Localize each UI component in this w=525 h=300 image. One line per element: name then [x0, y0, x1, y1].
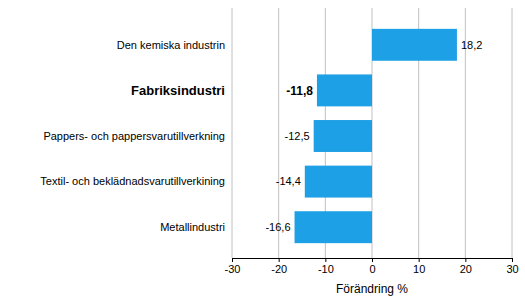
tick: -30: [225, 258, 241, 275]
tick-label: -10: [318, 263, 334, 275]
tick-mark: [465, 258, 466, 262]
bar: [305, 166, 372, 198]
tick: -20: [271, 258, 287, 275]
bar: [314, 120, 372, 152]
bar: [317, 74, 372, 106]
grid: [232, 8, 512, 258]
tick-label: 20: [460, 263, 472, 275]
data-label: -11,8: [286, 84, 313, 98]
data-labels: 18,2 -11,8 -12,5 -14,4 -16,6: [265, 39, 482, 233]
tick: 0: [369, 258, 375, 275]
data-label: -14,4: [276, 175, 301, 187]
bars: [295, 29, 457, 243]
grid-line: [512, 8, 513, 258]
tick: -10: [318, 258, 334, 275]
tick-mark: [325, 258, 326, 262]
tick: 20: [460, 258, 472, 275]
tick: 10: [413, 258, 425, 275]
category-label: Fabriksindustri: [131, 83, 225, 98]
tick-label: 30: [506, 263, 518, 275]
tick-label: 10: [413, 263, 425, 275]
data-label: -12,5: [285, 130, 310, 142]
tick-label: -20: [271, 263, 287, 275]
axis-line: [233, 259, 513, 263]
tick-mark: [232, 258, 233, 262]
chart: -30 -20 -10 0 10 20 30 Förändring % Den kemiska …: [0, 0, 525, 300]
data-label: -16,6: [265, 221, 290, 233]
tick-label: 0: [369, 263, 375, 275]
tick-mark: [419, 258, 420, 262]
tick-mark: [512, 258, 513, 262]
category-labels: Den kemiska industrin Fabriksindustri Papp…: [40, 39, 225, 233]
bar: [295, 211, 372, 243]
tick: 30: [506, 258, 518, 275]
x-axis: -30 -20 -10 0 10 20 30: [225, 258, 519, 275]
category-label: Pappers- och pappersvarutillverkning: [43, 130, 225, 142]
bar: [372, 29, 457, 61]
grid-line: [232, 8, 233, 258]
tick-mark: [279, 258, 280, 262]
category-label: Metallindustri: [160, 221, 225, 233]
tick-label: -30: [225, 263, 241, 275]
tick-mark: [372, 258, 373, 262]
x-axis-title: Förändring %: [336, 282, 408, 296]
category-label: Den kemiska industrin: [117, 39, 225, 51]
category-label: Textil- och beklädnadsvarutillverkining: [40, 175, 225, 187]
data-label: 18,2: [461, 39, 482, 51]
